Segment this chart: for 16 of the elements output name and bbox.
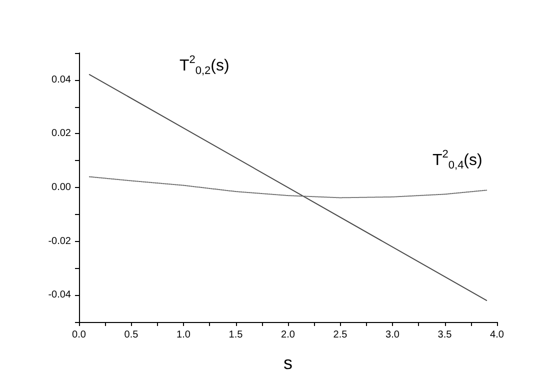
y-tick-label: 0.02 (52, 128, 72, 140)
x-tick-label: 2.0 (281, 330, 296, 340)
x-tick-label: 3.0 (386, 330, 400, 340)
x-tick-label: 4.0 (490, 330, 504, 340)
y-tick-label: 0.00 (52, 182, 72, 193)
y-tick-label: -0.04 (48, 290, 72, 301)
x-tick-label: 1.5 (228, 330, 244, 340)
y-tick-label: 0.04 (52, 74, 72, 86)
x-tick-label: 0.0 (72, 330, 86, 340)
x-tick-label: 2.5 (333, 330, 348, 340)
x-tick-label: 3.5 (438, 330, 452, 340)
y-tick-label: -0.02 (48, 236, 72, 247)
x-axis-title: s (284, 353, 292, 373)
x-tick-label: 1.0 (176, 330, 191, 340)
line-series (88, 176, 488, 198)
x-tick-label: 0.5 (124, 330, 139, 340)
